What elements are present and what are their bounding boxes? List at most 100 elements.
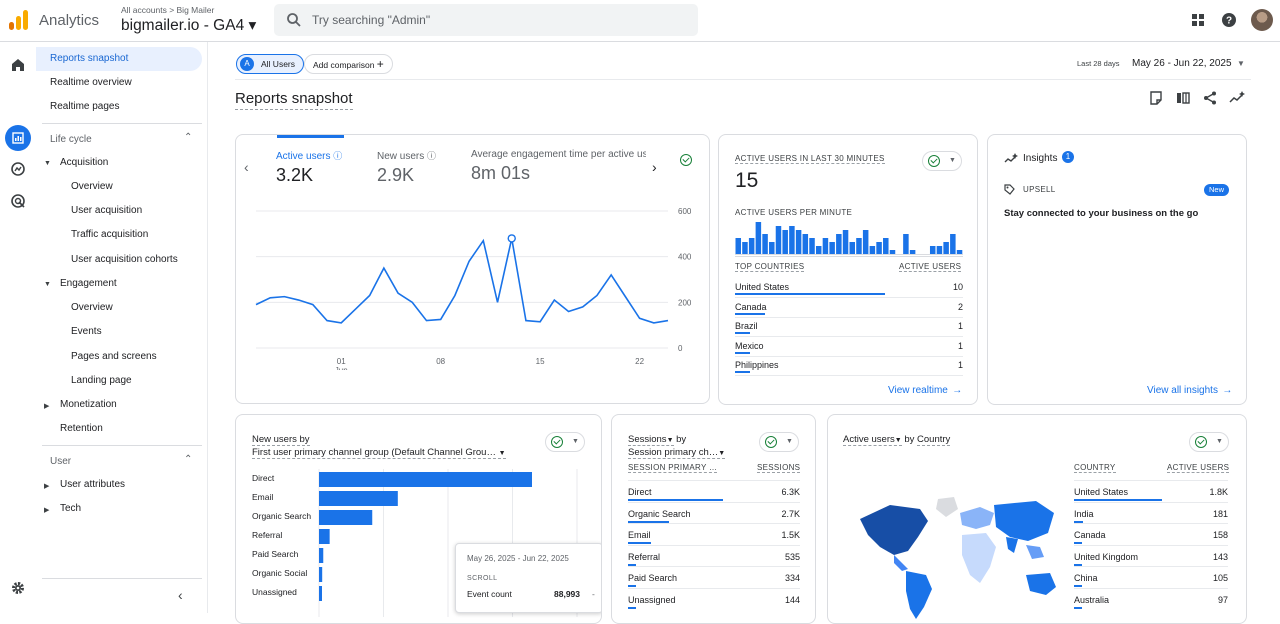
sessions-metric-selector[interactable]: Sessions▼ bbox=[628, 434, 674, 446]
expand-tech-icon[interactable]: ▶ bbox=[44, 507, 50, 514]
map-region-north-america[interactable] bbox=[860, 505, 928, 555]
nav-item-acq-overview[interactable]: Overview bbox=[71, 181, 113, 192]
map-region-south-america[interactable] bbox=[906, 571, 932, 619]
per-minute-bar[interactable] bbox=[809, 238, 815, 254]
per-minute-bar[interactable] bbox=[869, 246, 876, 254]
per-minute-bar[interactable] bbox=[956, 250, 963, 254]
nav-item-eng-overview[interactable]: Overview bbox=[71, 302, 113, 313]
session-row[interactable]: Unassigned 144 bbox=[628, 589, 800, 610]
new-users-title-label[interactable]: New users by bbox=[252, 434, 310, 446]
per-minute-bar[interactable] bbox=[943, 242, 949, 254]
add-comparison-button[interactable]: Add comparison + bbox=[304, 54, 393, 74]
sessions-header[interactable]: SESSIONS bbox=[757, 463, 801, 473]
per-minute-bar[interactable] bbox=[755, 222, 762, 254]
per-minute-bar[interactable] bbox=[822, 238, 829, 254]
nav-item-user-acquisition-cohorts[interactable]: User acquisition cohorts bbox=[71, 254, 178, 265]
channel-bar[interactable] bbox=[319, 529, 330, 544]
customize-report-icon[interactable] bbox=[1148, 90, 1164, 106]
country-row[interactable]: Brazil 1 bbox=[735, 319, 963, 338]
country-row[interactable]: Canada 2 bbox=[735, 300, 963, 319]
help-icon[interactable]: ? bbox=[1221, 12, 1237, 28]
map-region-india[interactable] bbox=[1006, 537, 1018, 553]
per-minute-bar[interactable] bbox=[836, 234, 842, 254]
explore-icon[interactable] bbox=[9, 160, 27, 178]
home-icon[interactable] bbox=[9, 56, 27, 74]
country-row[interactable]: Mexico 1 bbox=[735, 339, 963, 358]
date-range-picker[interactable]: May 26 - Jun 22, 2025 bbox=[1132, 58, 1232, 69]
nav-item-acquisition[interactable]: Acquisition bbox=[60, 157, 109, 168]
nav-item-landing-page[interactable]: Landing page bbox=[71, 375, 132, 386]
per-minute-bar[interactable] bbox=[748, 238, 755, 254]
map-region-europe[interactable] bbox=[960, 507, 994, 529]
tab-new-users[interactable]: New users ⓘ 2.9K bbox=[377, 149, 457, 186]
explore-icon[interactable] bbox=[9, 119, 27, 137]
compare-icon[interactable] bbox=[1175, 90, 1191, 106]
nav-item-events[interactable]: Events bbox=[71, 326, 102, 337]
per-minute-bar[interactable] bbox=[775, 226, 782, 254]
insight-text[interactable]: Stay connected to your business on the g… bbox=[1004, 208, 1199, 219]
country-row[interactable]: Canada 158 bbox=[1074, 524, 1228, 545]
nav-item-tech[interactable]: Tech bbox=[60, 503, 82, 514]
channel-bar[interactable] bbox=[319, 491, 398, 506]
country-row[interactable]: United States 1.8K bbox=[1074, 481, 1228, 502]
per-minute-bar[interactable] bbox=[862, 230, 869, 254]
lifecycle-section-label[interactable]: Life cycle bbox=[50, 134, 92, 145]
search-bar[interactable]: Try searching "Admin" bbox=[274, 4, 698, 36]
data-point[interactable] bbox=[507, 234, 516, 243]
new-users-quality-chip[interactable]: ▼ bbox=[545, 432, 585, 452]
settings-gear-icon[interactable] bbox=[9, 579, 27, 597]
world-map[interactable] bbox=[850, 491, 1060, 621]
per-minute-bar[interactable] bbox=[789, 226, 795, 254]
active-users-header[interactable]: ACTIVE USERS bbox=[899, 262, 962, 272]
per-minute-bar[interactable] bbox=[735, 238, 742, 254]
nav-item-user-attributes[interactable]: User attributes bbox=[60, 479, 126, 490]
top-countries-header[interactable]: TOP COUNTRIES bbox=[735, 262, 805, 272]
breadcrumb[interactable]: All accounts > Big Mailer bbox=[121, 5, 215, 15]
country-quality-chip[interactable]: ▼ bbox=[1189, 432, 1229, 452]
per-minute-bar[interactable] bbox=[889, 250, 896, 254]
per-minute-bar[interactable] bbox=[929, 246, 936, 254]
view-all-insights-link[interactable]: View all insights → bbox=[1147, 380, 1232, 398]
country-header[interactable]: COUNTRY bbox=[1074, 463, 1116, 473]
session-row[interactable]: Paid Search 334 bbox=[628, 567, 800, 588]
session-dimension-selector[interactable]: Session primary ch…▼ bbox=[628, 447, 726, 459]
country-active-users-header[interactable]: ACTIVE USERS bbox=[1167, 463, 1230, 473]
reports-icon[interactable] bbox=[9, 129, 27, 147]
map-region-africa[interactable] bbox=[962, 533, 996, 583]
per-minute-bar[interactable] bbox=[842, 230, 849, 254]
per-minute-bar[interactable] bbox=[883, 238, 889, 254]
date-dropdown-icon[interactable]: ▼ bbox=[1237, 59, 1245, 68]
per-minute-bar[interactable] bbox=[782, 230, 788, 254]
per-minute-bar[interactable] bbox=[856, 238, 862, 254]
share-icon[interactable] bbox=[1202, 90, 1218, 106]
next-metric-chevron-icon[interactable]: › bbox=[652, 159, 657, 175]
property-selector[interactable]: bigmailer.io - GA4 ▾ bbox=[121, 17, 257, 34]
search-input[interactable]: Try searching "Admin" bbox=[312, 13, 431, 27]
per-minute-bar[interactable] bbox=[849, 242, 856, 254]
session-row[interactable]: Email 1.5K bbox=[628, 524, 800, 545]
per-minute-bar[interactable] bbox=[815, 246, 822, 254]
map-region-southeast-asia[interactable] bbox=[1026, 545, 1044, 559]
insights-sparkle-icon[interactable] bbox=[1229, 90, 1245, 106]
map-region-asia[interactable] bbox=[994, 501, 1054, 541]
country-dimension-selector[interactable]: Country bbox=[917, 434, 951, 446]
channel-bar[interactable] bbox=[319, 510, 373, 525]
map-region-australia[interactable] bbox=[1026, 573, 1056, 595]
per-minute-bar[interactable] bbox=[795, 230, 802, 254]
active-users-series-line[interactable] bbox=[255, 238, 669, 324]
session-channel-header[interactable]: SESSION PRIMARY … bbox=[628, 463, 718, 473]
nav-item-traffic-acquisition[interactable]: Traffic acquisition bbox=[71, 229, 149, 240]
per-minute-bar[interactable] bbox=[802, 234, 809, 254]
per-minute-bar[interactable] bbox=[903, 234, 909, 254]
avatar[interactable] bbox=[1251, 9, 1273, 31]
channel-bar[interactable] bbox=[319, 472, 532, 487]
per-minute-bar[interactable] bbox=[936, 246, 943, 254]
nav-item-user-acquisition[interactable]: User acquisition bbox=[71, 205, 143, 216]
session-row[interactable]: Organic Search 2.7K bbox=[628, 503, 800, 524]
expand-monetization-icon[interactable]: ▶ bbox=[44, 403, 50, 410]
country-row[interactable]: China 105 bbox=[1074, 567, 1228, 588]
collapse-nav-chevron-icon[interactable]: ‹ bbox=[178, 587, 183, 603]
per-minute-bar[interactable] bbox=[950, 234, 956, 254]
analytics-logo-icon[interactable] bbox=[9, 10, 29, 30]
collapse-lifecycle-icon[interactable]: ⌃ bbox=[184, 132, 193, 143]
